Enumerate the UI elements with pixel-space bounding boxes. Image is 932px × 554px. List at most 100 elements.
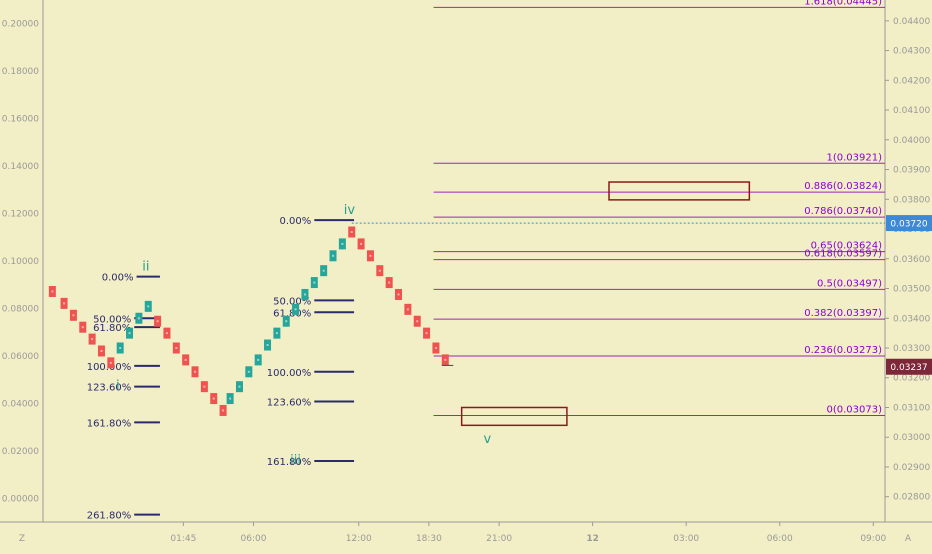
right-axis-tick-label: 0.04400 xyxy=(893,17,930,27)
left-axis-tick-label: 0.10000 xyxy=(2,257,39,267)
renko-brick-dot xyxy=(81,326,84,329)
fib-level-label: 0(0.03073) xyxy=(826,405,882,416)
renko-brick-dot xyxy=(165,332,168,335)
left-axis-ticks: 0.20000 0.18000 0.16000 0.14000 0.12000 0.100… xyxy=(2,20,39,505)
extension-level-label: 161.80% xyxy=(267,457,312,468)
x-axis-tick-label: 01:45 xyxy=(170,534,196,544)
renko-brick-dot xyxy=(322,269,325,272)
renko-brick-dot xyxy=(184,358,187,361)
renko-brick-dot xyxy=(109,361,112,364)
renko-brick-dot xyxy=(369,254,372,257)
price-label-box xyxy=(886,358,932,375)
renko-brick-dot xyxy=(378,269,381,272)
renko-brick-dot xyxy=(444,358,447,361)
price-labels: 0.03720 0.03237 xyxy=(886,215,932,375)
renko-brick-dot xyxy=(175,347,178,349)
renko-brick-dot xyxy=(147,305,150,308)
renko-brick-dot xyxy=(91,338,94,341)
renko-brick-dot xyxy=(313,281,316,284)
fib-level-label: 0.786(0.03740) xyxy=(804,206,882,217)
renko-brick-dot xyxy=(285,320,288,323)
left-axis-tick-label: 0.20000 xyxy=(2,20,39,30)
renko-brick-dot xyxy=(266,344,269,347)
fib-level-label: 0.236(0.03273) xyxy=(804,345,882,356)
extension-level-label: 50.00% xyxy=(93,314,131,325)
renko-brick-dot xyxy=(425,332,428,335)
right-axis-tick-label: 0.03100 xyxy=(893,403,930,413)
renko-brick-dot xyxy=(247,370,250,373)
right-axis-tick-label: 0.03500 xyxy=(893,285,930,295)
fib-level-label: 1.618(0.04445) xyxy=(804,0,882,7)
renko-brick-dot xyxy=(222,409,225,412)
left-axis-tick-label: 0.04000 xyxy=(2,399,39,409)
price-label-text: 0.03720 xyxy=(890,220,927,230)
left-axis-tick-label: 0.18000 xyxy=(2,67,39,77)
wave-label: iv xyxy=(344,203,356,218)
x-axis-tick-label: 12:00 xyxy=(346,534,372,544)
x-axis-tick-label: 18:30 xyxy=(416,534,442,544)
left-axis-tick-label: 0.00000 xyxy=(2,494,39,504)
fib-level-label: 0.886(0.03824) xyxy=(804,181,882,192)
x-axis-tick-label: 03:00 xyxy=(673,534,699,544)
right-axis-tick-label: 0.03800 xyxy=(893,195,930,205)
right-axis-tick-label: 0.04200 xyxy=(893,76,930,86)
wave-label: v xyxy=(484,432,492,447)
fib-level-label: 0.5(0.03497) xyxy=(817,278,882,289)
x-axis-tick-label: 12 xyxy=(586,534,599,544)
left-axis-tick-label: 0.12000 xyxy=(2,210,39,220)
extension-level-label: 123.60% xyxy=(267,398,312,409)
extension-level-label: 123.60% xyxy=(87,383,132,394)
extension-level-label: 61.80% xyxy=(93,323,131,334)
renko-brick-dot xyxy=(294,308,297,311)
renko-brick-dot xyxy=(238,385,241,388)
right-axis-tick-label: 0.03000 xyxy=(893,433,930,443)
x-axis-ticks: 01:45 06:00 12:00 18:30 21:00 12 03:00 06:00 09:… xyxy=(19,522,912,544)
renko-brick-dot xyxy=(434,347,437,349)
renko-brick-dot xyxy=(416,320,419,323)
renko-brick-dot xyxy=(388,281,391,284)
right-axis-tick-label: 0.03400 xyxy=(893,314,930,324)
right-axis-tick-label: 0.03300 xyxy=(893,344,930,354)
renko-brick-dot xyxy=(51,290,54,293)
left-axis-tick-label: 0.16000 xyxy=(2,115,39,125)
renko-brick-dot xyxy=(229,397,232,400)
left-axis-tick-label: 0.08000 xyxy=(2,304,39,314)
wave-label: ii xyxy=(142,260,149,275)
renko-brick-dot xyxy=(397,293,400,296)
x-axis-tick-label: 21:00 xyxy=(486,534,512,544)
right-axis-tick-label: 0.03200 xyxy=(893,374,930,384)
renko-brick-dot xyxy=(406,308,409,311)
renko-brick-dot xyxy=(203,385,206,388)
renko-brick-dot xyxy=(137,317,140,320)
right-axis-tick-label: 0.04100 xyxy=(893,106,930,116)
renko-brick-dot xyxy=(275,332,278,335)
left-axis-tick-label: 0.02000 xyxy=(2,447,39,457)
right-axis-tick-label: 0.04300 xyxy=(893,47,930,57)
renko-brick-dot xyxy=(128,332,131,335)
renko-brick-dot xyxy=(332,254,335,257)
right-axis-tick-label: 0.02800 xyxy=(893,493,930,503)
extension-level-label: 261.80% xyxy=(87,511,132,522)
renko-brick-dot xyxy=(63,302,66,305)
price-label-box xyxy=(886,215,932,232)
renko-brick-dot xyxy=(156,320,159,323)
renko-brick-dot xyxy=(257,358,260,361)
left-axis-tick-label: 0.14000 xyxy=(2,162,39,172)
extension-level-label: 161.80% xyxy=(87,418,132,429)
extension-level-label: 50.00% xyxy=(273,296,311,307)
left-axis-tick-label: 0.06000 xyxy=(2,352,39,362)
axis-corner-right-label: A xyxy=(905,534,912,544)
right-axis-tick-label: 0.03900 xyxy=(893,166,930,176)
x-axis-tick-label: 06:00 xyxy=(767,534,793,544)
fib-level-label: 0.65(0.03624) xyxy=(811,241,883,252)
extension-level-label: 0.00% xyxy=(280,216,312,227)
renko-brick-dot xyxy=(72,314,75,317)
fib-level-label: 0.618(0.03597) xyxy=(804,249,882,260)
wave-label: i xyxy=(116,379,120,394)
price-label-text: 0.03237 xyxy=(890,363,927,373)
axis-corner-left-label: Z xyxy=(19,534,25,544)
right-axis-tick-label: 0.02900 xyxy=(893,463,930,473)
